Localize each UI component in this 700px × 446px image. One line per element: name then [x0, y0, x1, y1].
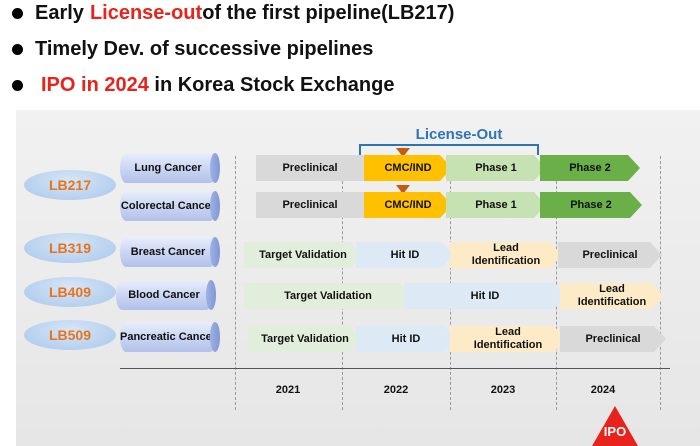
pipeline-code-lb319: LB319	[24, 233, 116, 263]
stage-hit-id: Hit ID	[404, 283, 566, 309]
license-out-label: License-Out	[415, 126, 503, 143]
stage-lead-identification: Lead Identification	[560, 283, 664, 309]
stage-phase-2: Phase 2	[540, 155, 640, 181]
indication-pancreatic-cancer: Pancreatic Cancer	[120, 322, 220, 352]
stage-phase-2: Phase 2	[540, 192, 642, 218]
bullet-license-out: Early License-out of the first pipeline(…	[12, 2, 454, 25]
year-divider	[235, 156, 236, 410]
ipo-badge-label: IPO	[603, 424, 627, 439]
stage-lead-identification: Lead Identification	[450, 326, 566, 352]
year-label-2024: 2024	[590, 384, 616, 396]
year-divider	[660, 156, 661, 410]
ipo-badge-icon	[592, 406, 638, 446]
bullet-text-post: of the first pipeline(LB217)	[202, 2, 455, 24]
pipeline-code-lb217: LB217	[24, 170, 116, 200]
stage-lead-identification: Lead Identification	[450, 242, 562, 268]
stage-cmc-ind: CMC/IND	[364, 155, 452, 181]
bullet-ipo: IPO in 2024 in Korea Stock Exchange	[12, 74, 394, 97]
pipeline-code-lb509: LB509	[24, 320, 116, 350]
year-divider	[556, 156, 557, 410]
timeline-baseline	[120, 368, 670, 369]
year-label-2022: 2022	[383, 384, 409, 396]
milestone-marker-icon	[396, 148, 410, 157]
license-out-bracket	[359, 144, 539, 155]
stage-preclinical: Preclinical	[560, 326, 666, 352]
stage-preclinical: Preclinical	[558, 242, 662, 268]
stage-target-validation: Target Validation	[244, 283, 412, 309]
year-label-2023: 2023	[490, 384, 516, 396]
bullet-highlight-license-out: License-out	[89, 2, 203, 24]
stage-preclinical: Preclinical	[256, 155, 364, 181]
stage-preclinical: Preclinical	[256, 192, 364, 218]
bullet-highlight-ipo: IPO in 2024	[41, 74, 149, 96]
bullet-dot-icon	[12, 8, 23, 19]
bullet-dot-icon	[12, 44, 23, 55]
indication-colorectal-cancer: Colorectal Cancer	[120, 191, 220, 221]
bullet-dot-icon	[12, 80, 23, 91]
bullet-text-post: in Korea Stock Exchange	[148, 74, 395, 96]
indication-breast-cancer: Breast Cancer	[120, 237, 220, 267]
indication-lung-cancer: Lung Cancer	[120, 153, 220, 183]
bullet-successive-pipelines: Timely Dev. of successive pipelines	[12, 38, 373, 61]
stage-target-validation: Target Validation	[244, 242, 362, 268]
stage-hit-id: Hit ID	[356, 242, 454, 268]
milestone-marker-icon	[396, 185, 410, 194]
indication-blood-cancer: Blood Cancer	[116, 280, 216, 310]
bullet-text: Timely Dev. of successive pipelines	[35, 38, 374, 60]
year-label-2021: 2021	[275, 384, 301, 396]
stage-target-validation: Target Validation	[248, 326, 362, 352]
stage-cmc-ind: CMC/IND	[364, 192, 452, 218]
bullet-text-pre: Early	[35, 2, 84, 24]
stage-phase-1: Phase 1	[446, 155, 546, 181]
pipeline-code-lb409: LB409	[24, 277, 116, 307]
stage-hit-id: Hit ID	[356, 326, 456, 352]
stage-phase-1: Phase 1	[446, 192, 546, 218]
